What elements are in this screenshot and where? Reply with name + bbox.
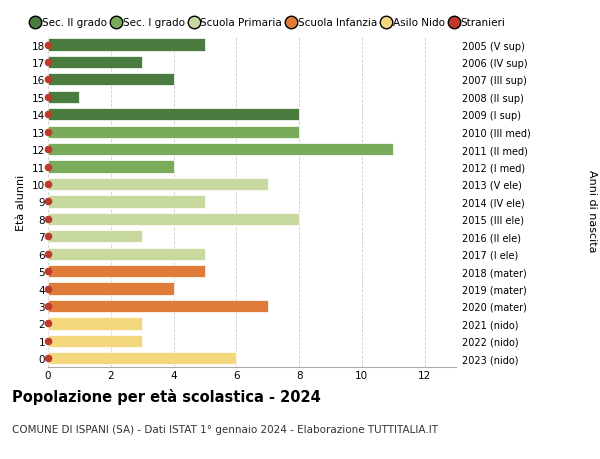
Bar: [48, 283, 173, 295]
Bar: [48, 161, 173, 173]
Bar: [48, 300, 268, 313]
Bar: [48, 179, 268, 190]
Bar: [48, 335, 142, 347]
Bar: [48, 196, 205, 208]
Bar: [48, 248, 205, 260]
Text: COMUNE DI ISPANI (SA) - Dati ISTAT 1° gennaio 2024 - Elaborazione TUTTITALIA.IT: COMUNE DI ISPANI (SA) - Dati ISTAT 1° ge…: [12, 425, 438, 435]
Bar: [48, 231, 142, 243]
Bar: [48, 353, 236, 364]
Legend: Sec. II grado, Sec. I grado, Scuola Primaria, Scuola Infanzia, Asilo Nido, Stran: Sec. II grado, Sec. I grado, Scuola Prim…: [33, 18, 505, 28]
Text: Popolazione per età scolastica - 2024: Popolazione per età scolastica - 2024: [12, 388, 321, 404]
Y-axis label: Età alunni: Età alunni: [16, 174, 26, 230]
Bar: [48, 318, 142, 330]
Bar: [48, 74, 173, 86]
Bar: [48, 57, 142, 69]
Bar: [48, 126, 299, 139]
Bar: [48, 144, 393, 156]
Bar: [48, 213, 299, 225]
Bar: [48, 91, 79, 104]
Bar: [48, 109, 299, 121]
Bar: [48, 39, 205, 51]
Bar: [48, 265, 205, 278]
Text: Anni di nascita: Anni di nascita: [587, 170, 597, 252]
